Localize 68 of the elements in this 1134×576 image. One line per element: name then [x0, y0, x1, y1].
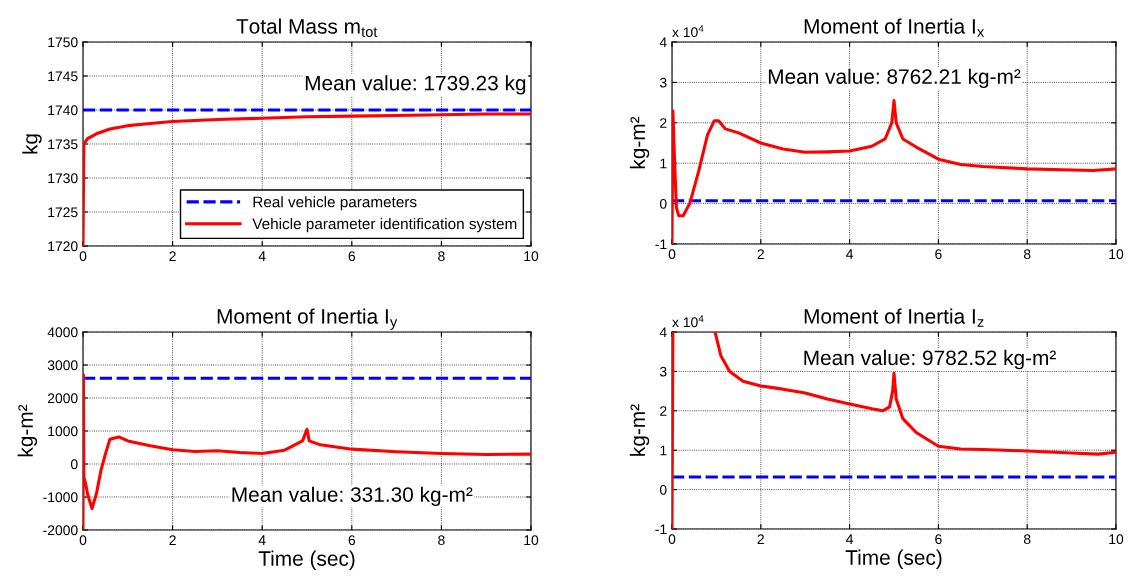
- y-tick-label: 1750: [48, 37, 78, 48]
- y-tick-label: -1: [655, 239, 667, 250]
- x-tick-label: 6: [348, 251, 356, 262]
- y-tick-label: 2000: [47, 393, 78, 404]
- chart-title: Moment of Inertia I$_{y}$: [217, 308, 398, 330]
- x-tick-label: 4: [258, 535, 266, 545]
- y-tick-label: 4: [659, 327, 667, 338]
- x-tick-label: 4: [846, 249, 854, 259]
- y-tick-label: -1000: [43, 492, 78, 503]
- x-tick-label: 8: [438, 251, 445, 262]
- x-tick-label: 10: [524, 535, 539, 546]
- y-tick-label: 3: [659, 77, 667, 88]
- x-axis-title: Time (sec): [845, 549, 942, 569]
- y-tick-label: 3: [659, 366, 667, 377]
- x-tick-label: 8: [1023, 249, 1031, 260]
- x-tick-label: 4: [258, 251, 266, 261]
- annotation: Mean value: 9782.52 kg-m²: [804, 349, 1056, 370]
- y-tick-label: 1: [660, 158, 667, 169]
- y-tick-label: 0: [70, 459, 78, 470]
- chart-title: Moment of Inertia I$_{z}$: [804, 308, 984, 327]
- legend-label: Vehicle parameter identification system: [252, 218, 517, 233]
- legend-label: Real vehicle parameters: [253, 196, 417, 211]
- x-tick-label: 10: [524, 251, 539, 262]
- annotation: Mean value: 8762.21 kg-m²: [768, 68, 1021, 89]
- x-tick-label: 6: [348, 535, 356, 546]
- y-tick-label: 1745: [48, 71, 78, 82]
- x-tick-label: 0: [668, 534, 676, 545]
- x-tick-label: 2: [169, 251, 176, 261]
- x-tick-label: 6: [935, 534, 942, 545]
- y-tick-label: 1: [660, 445, 667, 456]
- y-tick-label: 1725: [48, 207, 78, 218]
- y-tick-label: 1730: [48, 173, 78, 184]
- y-tick-label: 2: [660, 118, 667, 128]
- x-tick-label: 0: [79, 251, 87, 262]
- y-tick-label: 4000: [47, 327, 78, 338]
- y-tick-label: 4: [659, 37, 667, 48]
- x-tick-label: 0: [668, 249, 676, 260]
- text: x 10$^{4}$: [672, 315, 704, 328]
- y-axis-title: kg-m²: [629, 116, 650, 169]
- y-tick-label: 0: [659, 484, 667, 495]
- annotation: Mean value: 1739.23 kg: [305, 75, 526, 95]
- text: x 10$^{4}$: [672, 25, 704, 38]
- chart-title: Moment of Inertia I$_{x}$: [804, 18, 985, 37]
- y-axis-title: kg-m²: [629, 404, 650, 456]
- x-tick-label: 2: [757, 249, 764, 259]
- x-tick-label: 2: [757, 534, 764, 544]
- y-axis-title: kg: [22, 134, 42, 154]
- x-tick-label: 8: [1023, 534, 1031, 545]
- y-tick-label: 0: [659, 198, 667, 209]
- y-tick-label: 3000: [47, 360, 78, 371]
- x-tick-label: 2: [169, 535, 176, 545]
- x-tick-label: 4: [846, 534, 854, 544]
- y-tick-label: 1000: [48, 426, 78, 437]
- x-tick-label: 8: [438, 535, 445, 546]
- y-tick-label: 2: [660, 406, 667, 416]
- x-tick-label: 6: [935, 249, 942, 260]
- x-tick-label: 0: [79, 535, 87, 546]
- y-tick-label: 1740: [48, 105, 78, 116]
- x-tick-label: 10: [1109, 534, 1124, 545]
- y-axis-title: kg-m²: [17, 404, 38, 457]
- x-tick-label: 10: [1109, 249, 1124, 260]
- y-tick-label: 1735: [48, 139, 78, 150]
- y-tick-label: 1720: [48, 241, 78, 252]
- annotation: Mean value: 331.30 kg-m²: [232, 486, 473, 507]
- y-tick-label: -1: [655, 524, 667, 535]
- x-axis-title: Time (sec): [258, 550, 355, 570]
- y-tick-label: -2000: [43, 525, 78, 536]
- chart-title: Total Mass m$_{tot}$: [236, 18, 378, 37]
